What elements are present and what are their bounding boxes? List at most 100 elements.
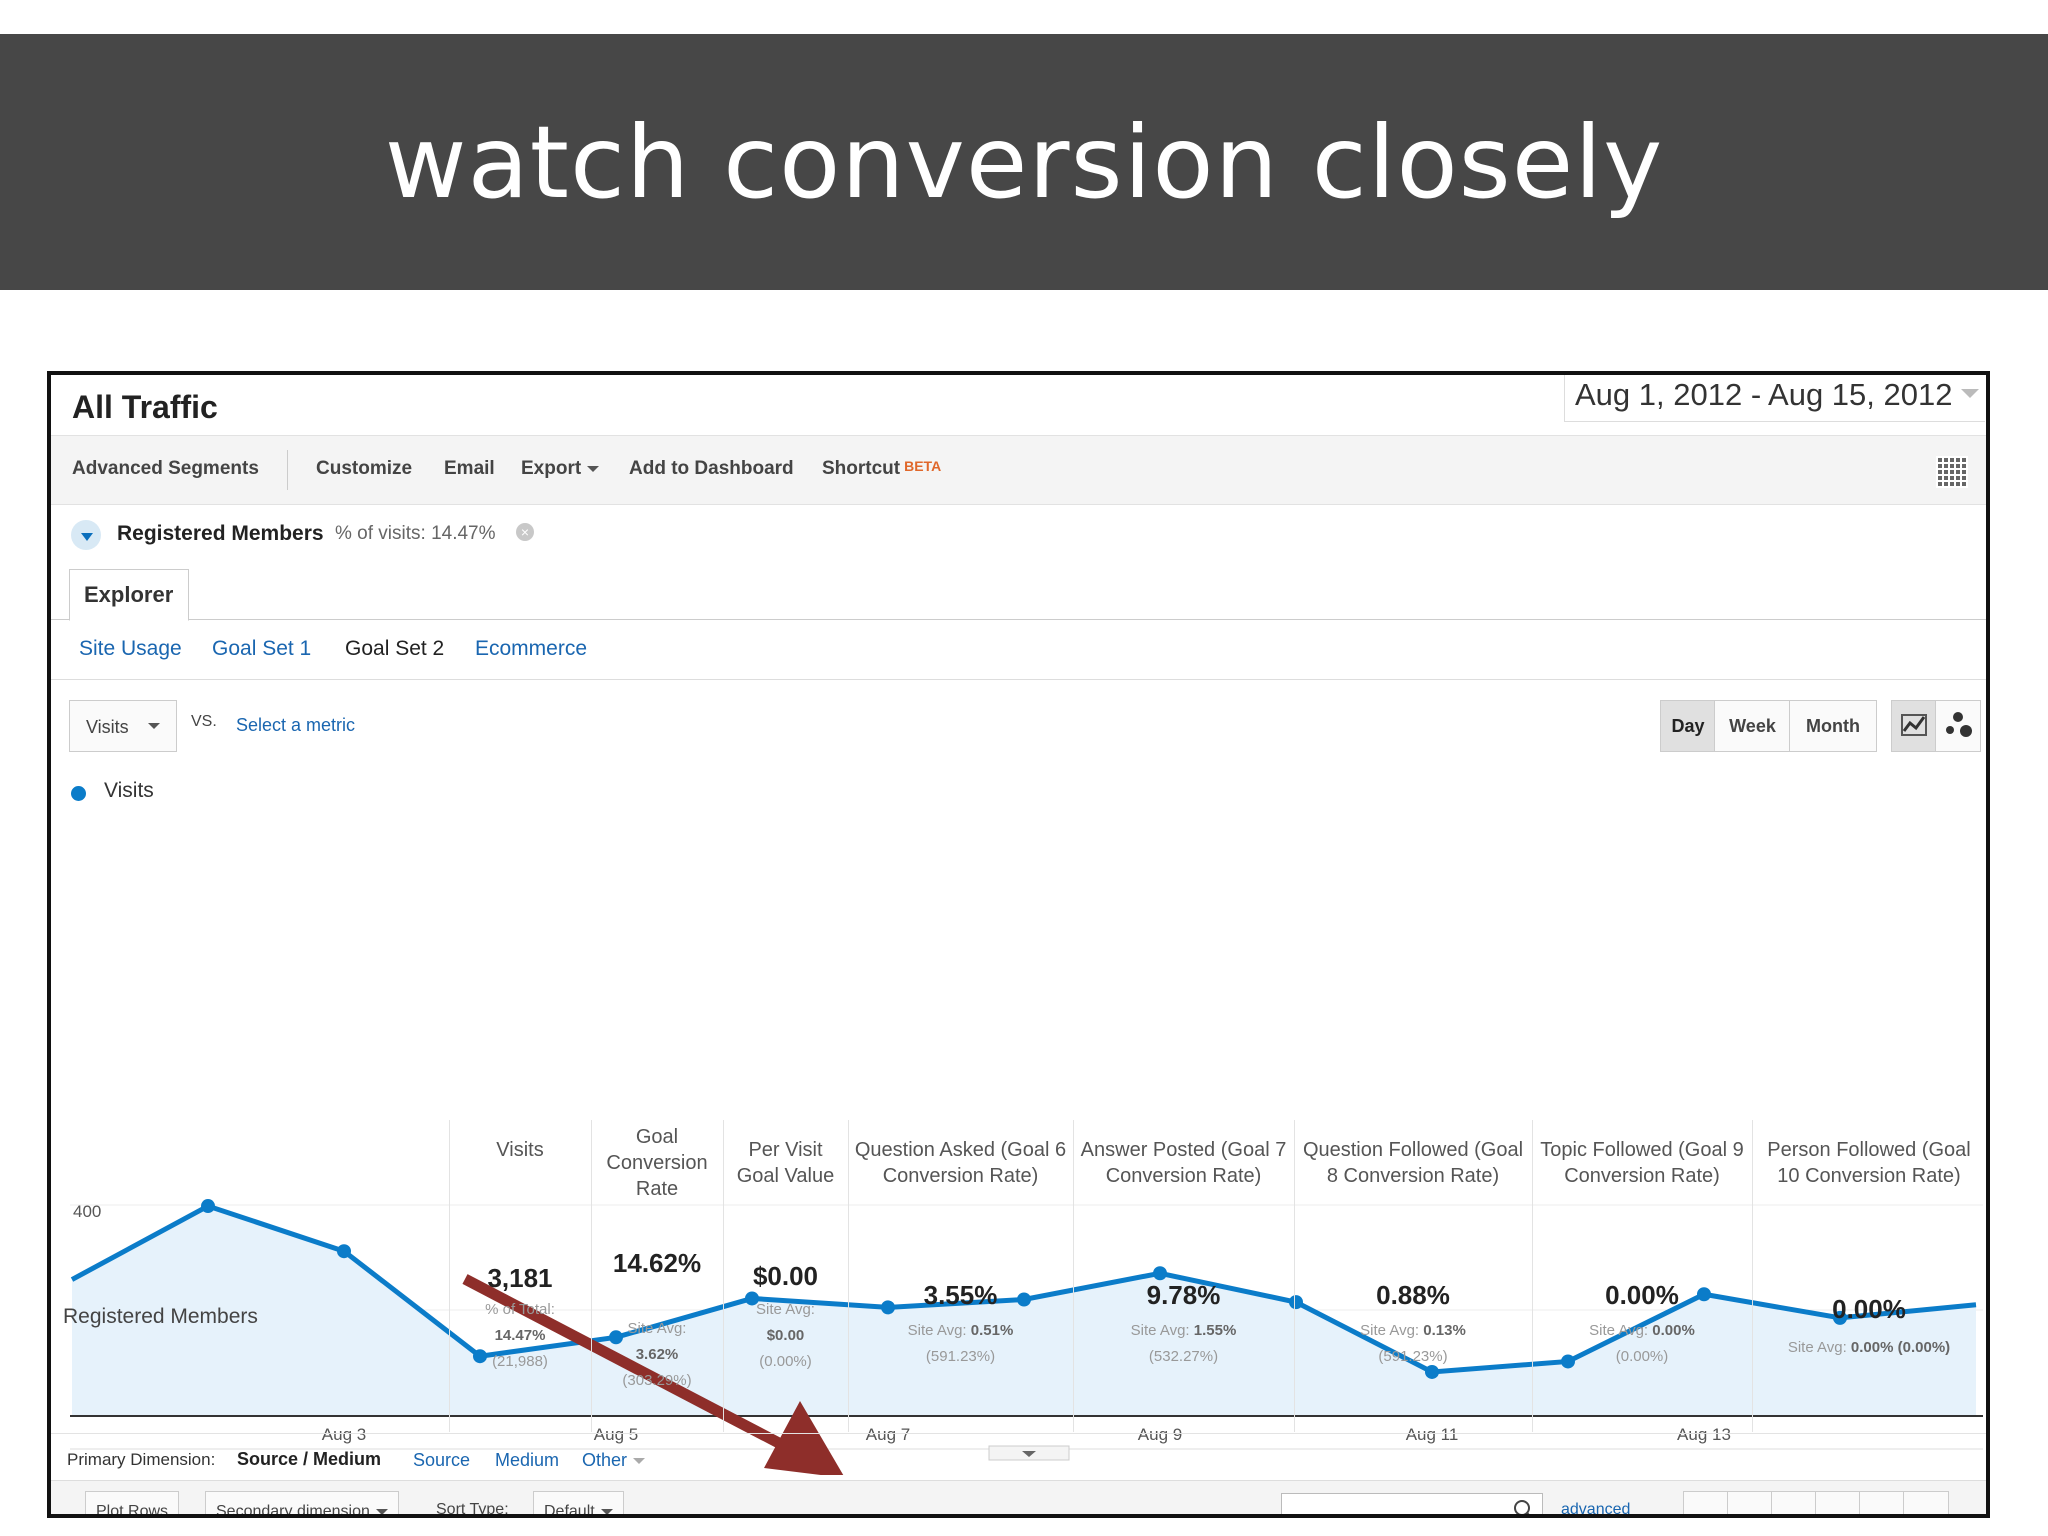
add-to-dashboard-button[interactable]: Add to Dashboard bbox=[629, 458, 794, 479]
email-button[interactable]: Email bbox=[444, 458, 495, 479]
tab-explorer[interactable]: Explorer bbox=[69, 569, 189, 621]
primary-dimension-label: Primary Dimension: bbox=[67, 1450, 216, 1469]
dimension-source-link[interactable]: Source bbox=[413, 1450, 471, 1470]
subtab-goal-set-1[interactable]: Goal Set 1 bbox=[212, 637, 312, 660]
x-tick-label: Aug 13 bbox=[1677, 1425, 1731, 1444]
plot-rows-button[interactable]: Plot Rows bbox=[85, 1491, 180, 1514]
visits-point[interactable] bbox=[201, 1199, 215, 1214]
line-chart-toggle[interactable] bbox=[1891, 700, 1937, 752]
dimension-medium-link[interactable]: Medium bbox=[495, 1450, 560, 1470]
column-header[interactable]: Goal Conversion Rate bbox=[606, 1126, 708, 1200]
site-avg-label: Site Avg: bbox=[756, 1301, 815, 1318]
metric-select[interactable]: Visits bbox=[69, 700, 177, 752]
date-range-picker[interactable]: Aug 1, 2012 - Aug 15, 2012 bbox=[1564, 375, 1985, 422]
shortcut-label: Shortcut bbox=[822, 458, 901, 479]
site-avg-label: Site Avg: bbox=[1360, 1322, 1424, 1339]
period-month-button[interactable]: Month bbox=[1789, 700, 1877, 752]
column-site-avg: Site Avg: 0.00% (0.00%) bbox=[1752, 1335, 1986, 1361]
visits-point[interactable] bbox=[609, 1330, 623, 1345]
column-site-avg: Site Avg: 3.62% (303.29%) bbox=[591, 1316, 723, 1394]
table-search-input[interactable] bbox=[1281, 1493, 1543, 1514]
advanced-filter-link[interactable]: advanced bbox=[1561, 1501, 1631, 1518]
site-avg-delta: (21,988) bbox=[492, 1353, 548, 1370]
period-day-button[interactable]: Day bbox=[1660, 700, 1716, 752]
comparison-view-button[interactable] bbox=[1815, 1491, 1861, 1514]
visits-point[interactable] bbox=[1697, 1287, 1711, 1302]
column-divider bbox=[1294, 1120, 1295, 1432]
visits-point[interactable] bbox=[745, 1291, 759, 1306]
site-avg-value: 14.47% bbox=[494, 1327, 546, 1344]
column-value: $0.00 bbox=[752, 1261, 819, 1291]
column-header[interactable]: Per Visit Goal Value bbox=[736, 1139, 835, 1187]
dimension-source-medium[interactable]: Source / Medium bbox=[237, 1449, 382, 1469]
line-chart-icon bbox=[1901, 714, 1927, 736]
visits-point[interactable] bbox=[1017, 1292, 1031, 1307]
advanced-segments-button[interactable]: Advanced Segments bbox=[72, 458, 259, 479]
report-title: All Traffic bbox=[72, 389, 218, 425]
table-view-button[interactable] bbox=[1683, 1491, 1729, 1514]
export-button[interactable]: Export bbox=[521, 458, 600, 480]
visits-point[interactable] bbox=[1425, 1364, 1439, 1379]
visits-point[interactable] bbox=[1289, 1295, 1303, 1310]
export-label: Export bbox=[521, 458, 582, 479]
site-avg-value: 0.00% bbox=[1850, 1339, 1894, 1356]
beta-badge: BETA bbox=[904, 458, 942, 474]
shortcut-button[interactable]: Shortcut BETA bbox=[822, 458, 941, 480]
subtab-ecommerce[interactable]: Ecommerce bbox=[475, 637, 588, 660]
motion-chart-toggle[interactable] bbox=[1935, 700, 1981, 752]
pie-view-button[interactable] bbox=[1727, 1491, 1773, 1514]
subtab-site-usage[interactable]: Site Usage bbox=[79, 637, 182, 660]
site-avg-label: Site Avg: bbox=[1787, 1339, 1851, 1356]
column-header[interactable]: Person Followed (Goal 10 Conversion Rate… bbox=[1767, 1139, 1971, 1187]
column-header[interactable]: Topic Followed (Goal 9 Conversion Rate) bbox=[1540, 1139, 1744, 1187]
legend-visits-label: Visits bbox=[104, 779, 154, 802]
column-value: 3.55% bbox=[923, 1280, 998, 1310]
tab-divider bbox=[51, 619, 1986, 620]
sort-type-select[interactable]: Default bbox=[533, 1491, 624, 1514]
visits-point[interactable] bbox=[881, 1300, 895, 1315]
site-avg-delta: (591.23%) bbox=[1378, 1348, 1448, 1365]
chevron-down-icon bbox=[1022, 1451, 1036, 1457]
secondary-dimension-label: Secondary dimension bbox=[216, 1503, 370, 1518]
select-metric-link[interactable]: Select a metric bbox=[236, 715, 356, 735]
chevron-down-icon bbox=[148, 723, 160, 729]
column-site-avg: Site Avg: $0.00 (0.00%) bbox=[723, 1297, 848, 1375]
period-week-button[interactable]: Week bbox=[1714, 700, 1791, 752]
column-divider bbox=[1752, 1120, 1753, 1432]
site-avg-delta: (0.00%) bbox=[759, 1353, 812, 1370]
table-controls: Plot Rows Secondary dimension Sort Type:… bbox=[51, 1480, 1986, 1518]
subtab-goal-set-2[interactable]: Goal Set 2 bbox=[345, 637, 445, 660]
chevron-down-icon bbox=[1961, 389, 1979, 398]
chevron-down-icon bbox=[600, 1508, 613, 1514]
visits-point[interactable] bbox=[1561, 1354, 1575, 1369]
column-header[interactable]: Visits bbox=[496, 1139, 544, 1161]
close-icon[interactable]: × bbox=[516, 523, 534, 541]
dimension-other-label: Other bbox=[582, 1450, 628, 1470]
slide-title: watch conversion closely bbox=[384, 103, 1664, 221]
visits-point[interactable] bbox=[1153, 1266, 1167, 1281]
report-toolbar: Advanced Segments Customize Email Export… bbox=[51, 435, 1986, 505]
grid-icon[interactable] bbox=[1936, 456, 1968, 488]
column-value: 9.78% bbox=[1146, 1280, 1221, 1310]
visits-point[interactable] bbox=[337, 1244, 351, 1259]
site-avg-value: 0.00% bbox=[1652, 1322, 1695, 1339]
dimension-other-link[interactable]: Other bbox=[582, 1450, 646, 1471]
secondary-dimension-select[interactable]: Secondary dimension bbox=[205, 1491, 399, 1518]
visits-point[interactable] bbox=[473, 1349, 487, 1364]
metric-select-value: Visits bbox=[86, 717, 129, 737]
performance-view-button[interactable] bbox=[1771, 1491, 1817, 1514]
subtab-divider bbox=[51, 679, 1986, 680]
red-arrow-head bbox=[764, 1401, 844, 1475]
pie-segment-icon[interactable] bbox=[71, 520, 101, 550]
pivot-view-button[interactable] bbox=[1903, 1491, 1949, 1514]
column-header[interactable]: Answer Posted (Goal 7 Conversion Rate) bbox=[1080, 1139, 1287, 1187]
analytics-screenshot: All Traffic Aug 1, 2012 - Aug 15, 2012 A… bbox=[47, 371, 1990, 1518]
visits-point[interactable] bbox=[1833, 1310, 1847, 1325]
column-header[interactable]: Question Asked (Goal 6 Conversion Rate) bbox=[854, 1139, 1067, 1187]
primary-dimension-row: Primary Dimension: Source / Medium Sourc… bbox=[51, 1433, 1986, 1484]
customize-button[interactable]: Customize bbox=[316, 458, 413, 479]
site-avg-delta: (591.23%) bbox=[925, 1348, 996, 1365]
site-avg-delta: (0.00%) bbox=[1615, 1348, 1669, 1365]
term-cloud-view-button[interactable] bbox=[1859, 1491, 1905, 1514]
column-header[interactable]: Question Followed (Goal 8 Conversion Rat… bbox=[1302, 1139, 1524, 1187]
